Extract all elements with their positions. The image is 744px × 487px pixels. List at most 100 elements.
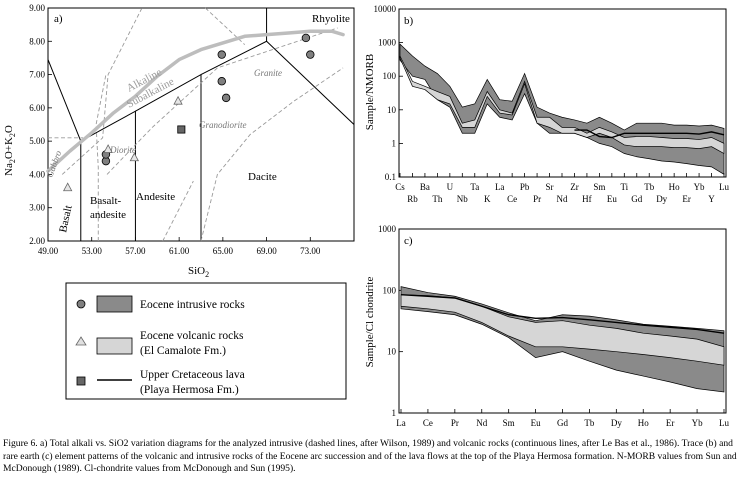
nmorb-element-label: Ce [507,194,517,204]
panel-c-label: c) [404,235,413,247]
tas-field-boundaries [46,7,355,242]
legend-label-lava-2: (Playa Hermosa Fm.) [140,384,239,396]
volcanic-point [129,152,140,162]
chondrite-element-label: Ce [423,418,433,428]
field-granite: Granite [254,68,282,78]
nmorb-element-label: Nd [557,194,568,204]
tas-dashed-extra [162,180,194,242]
field-basalt-andesite-2: andesite [90,209,126,221]
nmorb-element-label: K [484,194,491,204]
nmorb-ylabel: Sample/NMORB [364,54,376,130]
tas-dashed-granodiorite [200,67,344,242]
nmorb-element-label: Y [708,194,715,204]
nmorb-volcanic-band [399,55,725,155]
nmorb-y-tick-label: 0.1 [385,172,396,182]
tas-diagram: a) 49.00 53.00 57.00 61.00 65.00 69.00 73.00 2.… [3,3,355,279]
nmorb-element-label: Hf [582,194,592,204]
chondrite-element-labels: La Ce Pr Nd Sm Eu Gd Tb Dy Ho Er Yb Lu [396,409,729,428]
chondrite-element-label: Ho [638,418,649,428]
legend: Eocene intrusive rocks Eocene volcanic r… [65,282,347,400]
nmorb-element-label: Ho [669,182,680,192]
tas-dashed-gabbro [61,7,143,175]
tas-y-tick-label: 6.00 [29,103,45,113]
chondrite-y-tick-label: 1000 [378,224,397,234]
tas-y-tick-label: 2.00 [29,236,45,246]
nmorb-y-tick-label: 10 [387,105,397,115]
nmorb-element-label: La [495,182,505,192]
tas-points [63,33,315,192]
tas-x-tick-label: 61.00 [169,246,190,256]
chondrite-element-label: Sm [503,418,515,428]
tas-x-tick-label: 53.00 [82,246,103,256]
nmorb-element-label: Zr [570,182,579,192]
chondrite-element-label: Gd [557,418,568,428]
nmorb-element-label: Tb [644,182,654,192]
nmorb-element-label: Cs [395,182,405,192]
chondrite-ree-diagram: c) 1000 100 10 1 La Ce Pr Nd Sm Eu Gd Tb Dy Ho Er Yb Lu… [364,224,729,428]
field-andesite: Andesite [136,191,175,203]
field-basalt-andesite-1: Basalt- [90,195,121,207]
tas-y-tick-label: 9.00 [29,3,45,13]
tas-dashed-gabbro-inner [95,74,107,241]
nmorb-element-label: Th [432,194,442,204]
chondrite-element-label: Yb [692,418,703,428]
nmorb-y-tick-label: 1 [392,138,397,148]
nmorb-y-tick-label: 1000 [378,38,397,48]
tas-x-tick-label: 57.00 [125,246,146,256]
nmorb-element-label: Sm [593,182,605,192]
chondrite-element-label: Pr [451,418,459,428]
tas-dashed-granite [205,7,246,45]
nmorb-element-label: Er [682,194,691,204]
nmorb-element-label: Eu [607,194,617,204]
alkaline-subalkaline-divider [46,29,345,173]
tas-axis-ticks: 49.00 53.00 57.00 61.00 65.00 69.00 73.00 2.00 3… [29,3,321,256]
nmorb-element-label: Ta [470,182,479,192]
tas-x-tick-label: 65.00 [213,246,234,256]
tas-y-tick-label: 8.00 [29,36,45,46]
legend-label-lava-1: Upper Cretaceous lava [140,369,245,381]
nmorb-element-label: Nb [457,194,468,204]
tas-xlabel: SiO2 [188,265,209,279]
intrusive-point [221,93,231,103]
nmorb-element-label: Yb [694,182,705,192]
nmorb-element-label: Pb [520,182,530,192]
field-diorite: Diorite [109,145,136,155]
volcanic-point [173,95,183,105]
tas-x-tick-label: 73.00 [300,246,321,256]
chondrite-element-label: Lu [719,418,729,428]
chondrite-volcanic-band [400,294,725,366]
nmorb-element-label: Ba [420,182,430,192]
nmorb-element-label: Rb [407,194,418,204]
nmorb-element-label: Gd [631,194,642,204]
chondrite-y-tick-label: 10 [387,347,397,357]
field-basalt: Basalt [57,204,74,233]
nmorb-element-label: Pr [533,194,541,204]
nmorb-axis-ticks: 10000 1000 100 10 1 0.1 [374,4,403,182]
legend-label-intrusive: Eocene intrusive rocks [140,299,245,311]
chondrite-y-tick-label: 1 [392,408,397,418]
legend-dark-swatch [96,295,133,313]
volcanic-point [63,182,73,192]
nmorb-y-tick-label: 100 [383,71,397,81]
chondrite-element-label: Er [666,418,675,428]
chondrite-ylabel: Sample/Cl chondrite [364,277,376,368]
intrusive-point [217,50,226,59]
chondrite-cretaceous-lava-line [400,293,725,334]
legend-triangle-marker [75,336,87,346]
panel-a-label: a) [54,13,63,25]
nmorb-element-label: U [447,182,454,192]
volcanic-point [103,144,113,153]
legend-label-volcanic-2: (El Camalote Fm.) [140,345,226,357]
tas-x-tick-label: 49.00 [38,246,59,256]
field-rhyolite: Rhyolite [312,13,350,25]
nmorb-element-label: Lu [719,182,729,192]
intrusive-point [217,77,226,86]
tas-x-tick-label: 69.00 [256,246,277,256]
nmorb-element-label: Ti [620,182,628,192]
tas-dashed-diorite [106,27,338,175]
field-granodiorite: Granodiorite [199,120,247,130]
field-dacite: Dacite [248,171,277,183]
chondrite-element-label: Tb [584,418,594,428]
